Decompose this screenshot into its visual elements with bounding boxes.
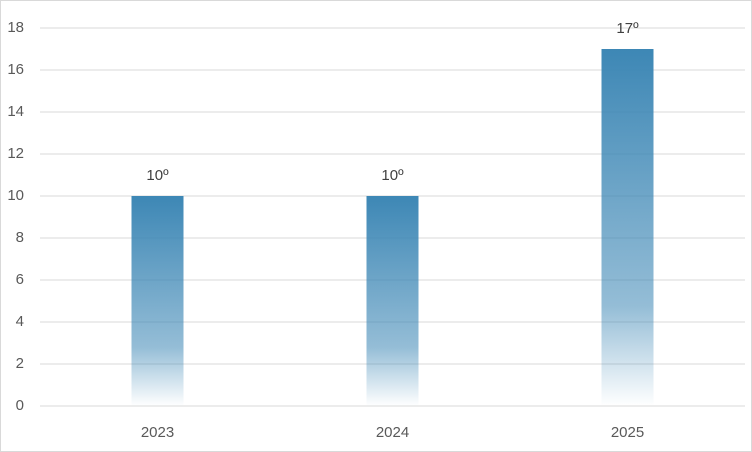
bar bbox=[131, 196, 184, 406]
y-tick-label: 0 bbox=[16, 397, 24, 414]
y-tick-label: 14 bbox=[7, 103, 24, 120]
bar bbox=[601, 49, 654, 406]
y-tick-label: 18 bbox=[7, 19, 24, 36]
x-tick-label: 2023 bbox=[141, 424, 174, 441]
bar bbox=[366, 196, 419, 406]
value-label: 10º bbox=[381, 167, 404, 184]
y-tick-label: 16 bbox=[7, 61, 24, 78]
y-tick-label: 6 bbox=[16, 271, 24, 288]
y-tick-label: 12 bbox=[7, 145, 24, 162]
x-tick-label: 2024 bbox=[376, 424, 409, 441]
y-tick-label: 8 bbox=[16, 229, 24, 246]
value-label: 17º bbox=[616, 20, 639, 37]
y-tick-label: 4 bbox=[16, 313, 24, 330]
x-tick-label: 2025 bbox=[611, 424, 644, 441]
y-tick-label: 10 bbox=[7, 187, 24, 204]
value-label: 10º bbox=[146, 167, 169, 184]
y-tick-label: 2 bbox=[16, 355, 24, 372]
